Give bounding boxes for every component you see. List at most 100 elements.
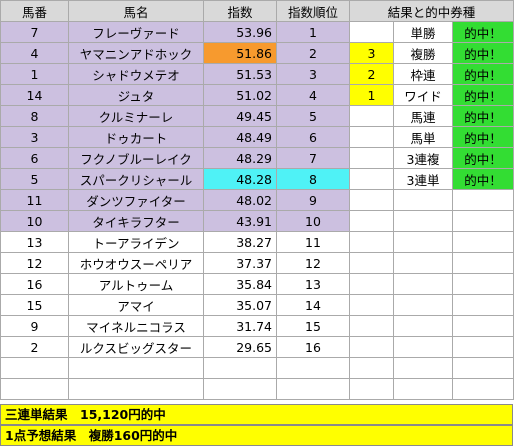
cell-result-place[interactable] — [349, 126, 394, 148]
cell-index[interactable]: 48.29 — [203, 147, 277, 169]
cell-rank[interactable]: 15 — [276, 315, 350, 337]
cell-number[interactable]: 6 — [0, 147, 69, 169]
cell-result-place[interactable] — [349, 273, 394, 295]
trifecta-result-bar[interactable]: 三連単結果 15,120円的中 — [0, 404, 513, 425]
cell-number[interactable]: 9 — [0, 315, 69, 337]
cell-number[interactable]: 4 — [0, 42, 69, 64]
cell-name[interactable]: フレーヴァード — [68, 21, 204, 43]
cell-result-type[interactable]: 馬単 — [393, 126, 453, 148]
cell-result-type[interactable]: 3連複 — [393, 147, 453, 169]
cell-index[interactable]: 51.86 — [203, 42, 277, 64]
cell-rank[interactable] — [276, 378, 350, 400]
cell-name[interactable]: ホウオウスーペリア — [68, 252, 204, 274]
cell-index[interactable]: 53.96 — [203, 21, 277, 43]
cell-index[interactable]: 48.49 — [203, 126, 277, 148]
cell-result-hit[interactable] — [452, 336, 514, 358]
cell-result-hit[interactable] — [452, 210, 514, 232]
cell-index[interactable]: 51.53 — [203, 63, 277, 85]
cell-result-place[interactable] — [349, 315, 394, 337]
cell-rank[interactable] — [276, 357, 350, 379]
cell-result-place[interactable] — [349, 252, 394, 274]
cell-result-type[interactable] — [393, 378, 453, 400]
cell-result-place[interactable] — [349, 231, 394, 253]
cell-index[interactable]: 29.65 — [203, 336, 277, 358]
cell-number[interactable]: 1 — [0, 63, 69, 85]
cell-result-type[interactable]: 複勝 — [393, 42, 453, 64]
cell-result-type[interactable] — [393, 189, 453, 211]
cell-index[interactable]: 35.07 — [203, 294, 277, 316]
cell-name[interactable]: アルトゥーム — [68, 273, 204, 295]
cell-rank[interactable]: 8 — [276, 168, 350, 190]
cell-index[interactable]: 37.37 — [203, 252, 277, 274]
header-rank[interactable]: 指数順位 — [276, 0, 350, 22]
cell-index[interactable]: 48.28 — [203, 168, 277, 190]
cell-result-place[interactable] — [349, 336, 394, 358]
cell-result-type[interactable] — [393, 294, 453, 316]
cell-name[interactable]: フクノブルーレイク — [68, 147, 204, 169]
cell-result-place[interactable] — [349, 378, 394, 400]
cell-number[interactable]: 13 — [0, 231, 69, 253]
cell-number[interactable]: 8 — [0, 105, 69, 127]
cell-rank[interactable]: 13 — [276, 273, 350, 295]
cell-rank[interactable]: 3 — [276, 63, 350, 85]
cell-index[interactable]: 31.74 — [203, 315, 277, 337]
cell-result-type[interactable]: 馬連 — [393, 105, 453, 127]
cell-rank[interactable]: 6 — [276, 126, 350, 148]
cell-rank[interactable]: 11 — [276, 231, 350, 253]
cell-number[interactable]: 16 — [0, 273, 69, 295]
cell-result-place[interactable] — [349, 357, 394, 379]
cell-result-hit[interactable] — [452, 378, 514, 400]
cell-name[interactable]: ドゥカート — [68, 126, 204, 148]
cell-result-type[interactable] — [393, 273, 453, 295]
header-results[interactable]: 結果と的中券種 — [349, 0, 514, 22]
cell-number[interactable] — [0, 357, 69, 379]
cell-rank[interactable]: 16 — [276, 336, 350, 358]
cell-result-hit[interactable] — [452, 189, 514, 211]
cell-rank[interactable]: 9 — [276, 189, 350, 211]
cell-name[interactable]: アマイ — [68, 294, 204, 316]
cell-name[interactable]: スパークリシャール — [68, 168, 204, 190]
cell-name[interactable]: クルミナーレ — [68, 105, 204, 127]
cell-result-place[interactable]: 2 — [349, 63, 394, 85]
cell-number[interactable]: 5 — [0, 168, 69, 190]
cell-number[interactable]: 15 — [0, 294, 69, 316]
cell-result-place[interactable]: 3 — [349, 42, 394, 64]
cell-result-type[interactable] — [393, 315, 453, 337]
cell-result-hit[interactable]: 的中！ — [452, 105, 514, 127]
cell-index[interactable]: 51.02 — [203, 84, 277, 106]
cell-rank[interactable]: 7 — [276, 147, 350, 169]
cell-index[interactable]: 49.45 — [203, 105, 277, 127]
cell-result-hit[interactable]: 的中！ — [452, 126, 514, 148]
cell-result-hit[interactable] — [452, 252, 514, 274]
cell-result-type[interactable]: ワイド — [393, 84, 453, 106]
cell-number[interactable]: 2 — [0, 336, 69, 358]
cell-result-place[interactable] — [349, 105, 394, 127]
cell-result-hit[interactable]: 的中！ — [452, 84, 514, 106]
cell-result-hit[interactable] — [452, 273, 514, 295]
cell-index[interactable]: 35.84 — [203, 273, 277, 295]
cell-name[interactable]: ジュタ — [68, 84, 204, 106]
cell-number[interactable]: 14 — [0, 84, 69, 106]
cell-result-type[interactable] — [393, 210, 453, 232]
cell-result-type[interactable]: 単勝 — [393, 21, 453, 43]
cell-result-type[interactable] — [393, 231, 453, 253]
cell-result-hit[interactable]: 的中！ — [452, 147, 514, 169]
header-name[interactable]: 馬名 — [68, 0, 204, 22]
cell-result-hit[interactable]: 的中！ — [452, 42, 514, 64]
cell-index[interactable]: 48.02 — [203, 189, 277, 211]
cell-index[interactable]: 38.27 — [203, 231, 277, 253]
cell-result-place[interactable] — [349, 189, 394, 211]
cell-name[interactable] — [68, 357, 204, 379]
cell-result-hit[interactable]: 的中！ — [452, 168, 514, 190]
cell-result-place[interactable] — [349, 147, 394, 169]
cell-result-place[interactable] — [349, 21, 394, 43]
cell-number[interactable]: 11 — [0, 189, 69, 211]
cell-name[interactable]: ルクスビッグスター — [68, 336, 204, 358]
cell-result-type[interactable] — [393, 357, 453, 379]
cell-name[interactable]: タイキラフター — [68, 210, 204, 232]
cell-number[interactable] — [0, 378, 69, 400]
cell-rank[interactable]: 12 — [276, 252, 350, 274]
cell-name[interactable]: マイネルニコラス — [68, 315, 204, 337]
cell-result-type[interactable]: 3連単 — [393, 168, 453, 190]
cell-rank[interactable]: 10 — [276, 210, 350, 232]
